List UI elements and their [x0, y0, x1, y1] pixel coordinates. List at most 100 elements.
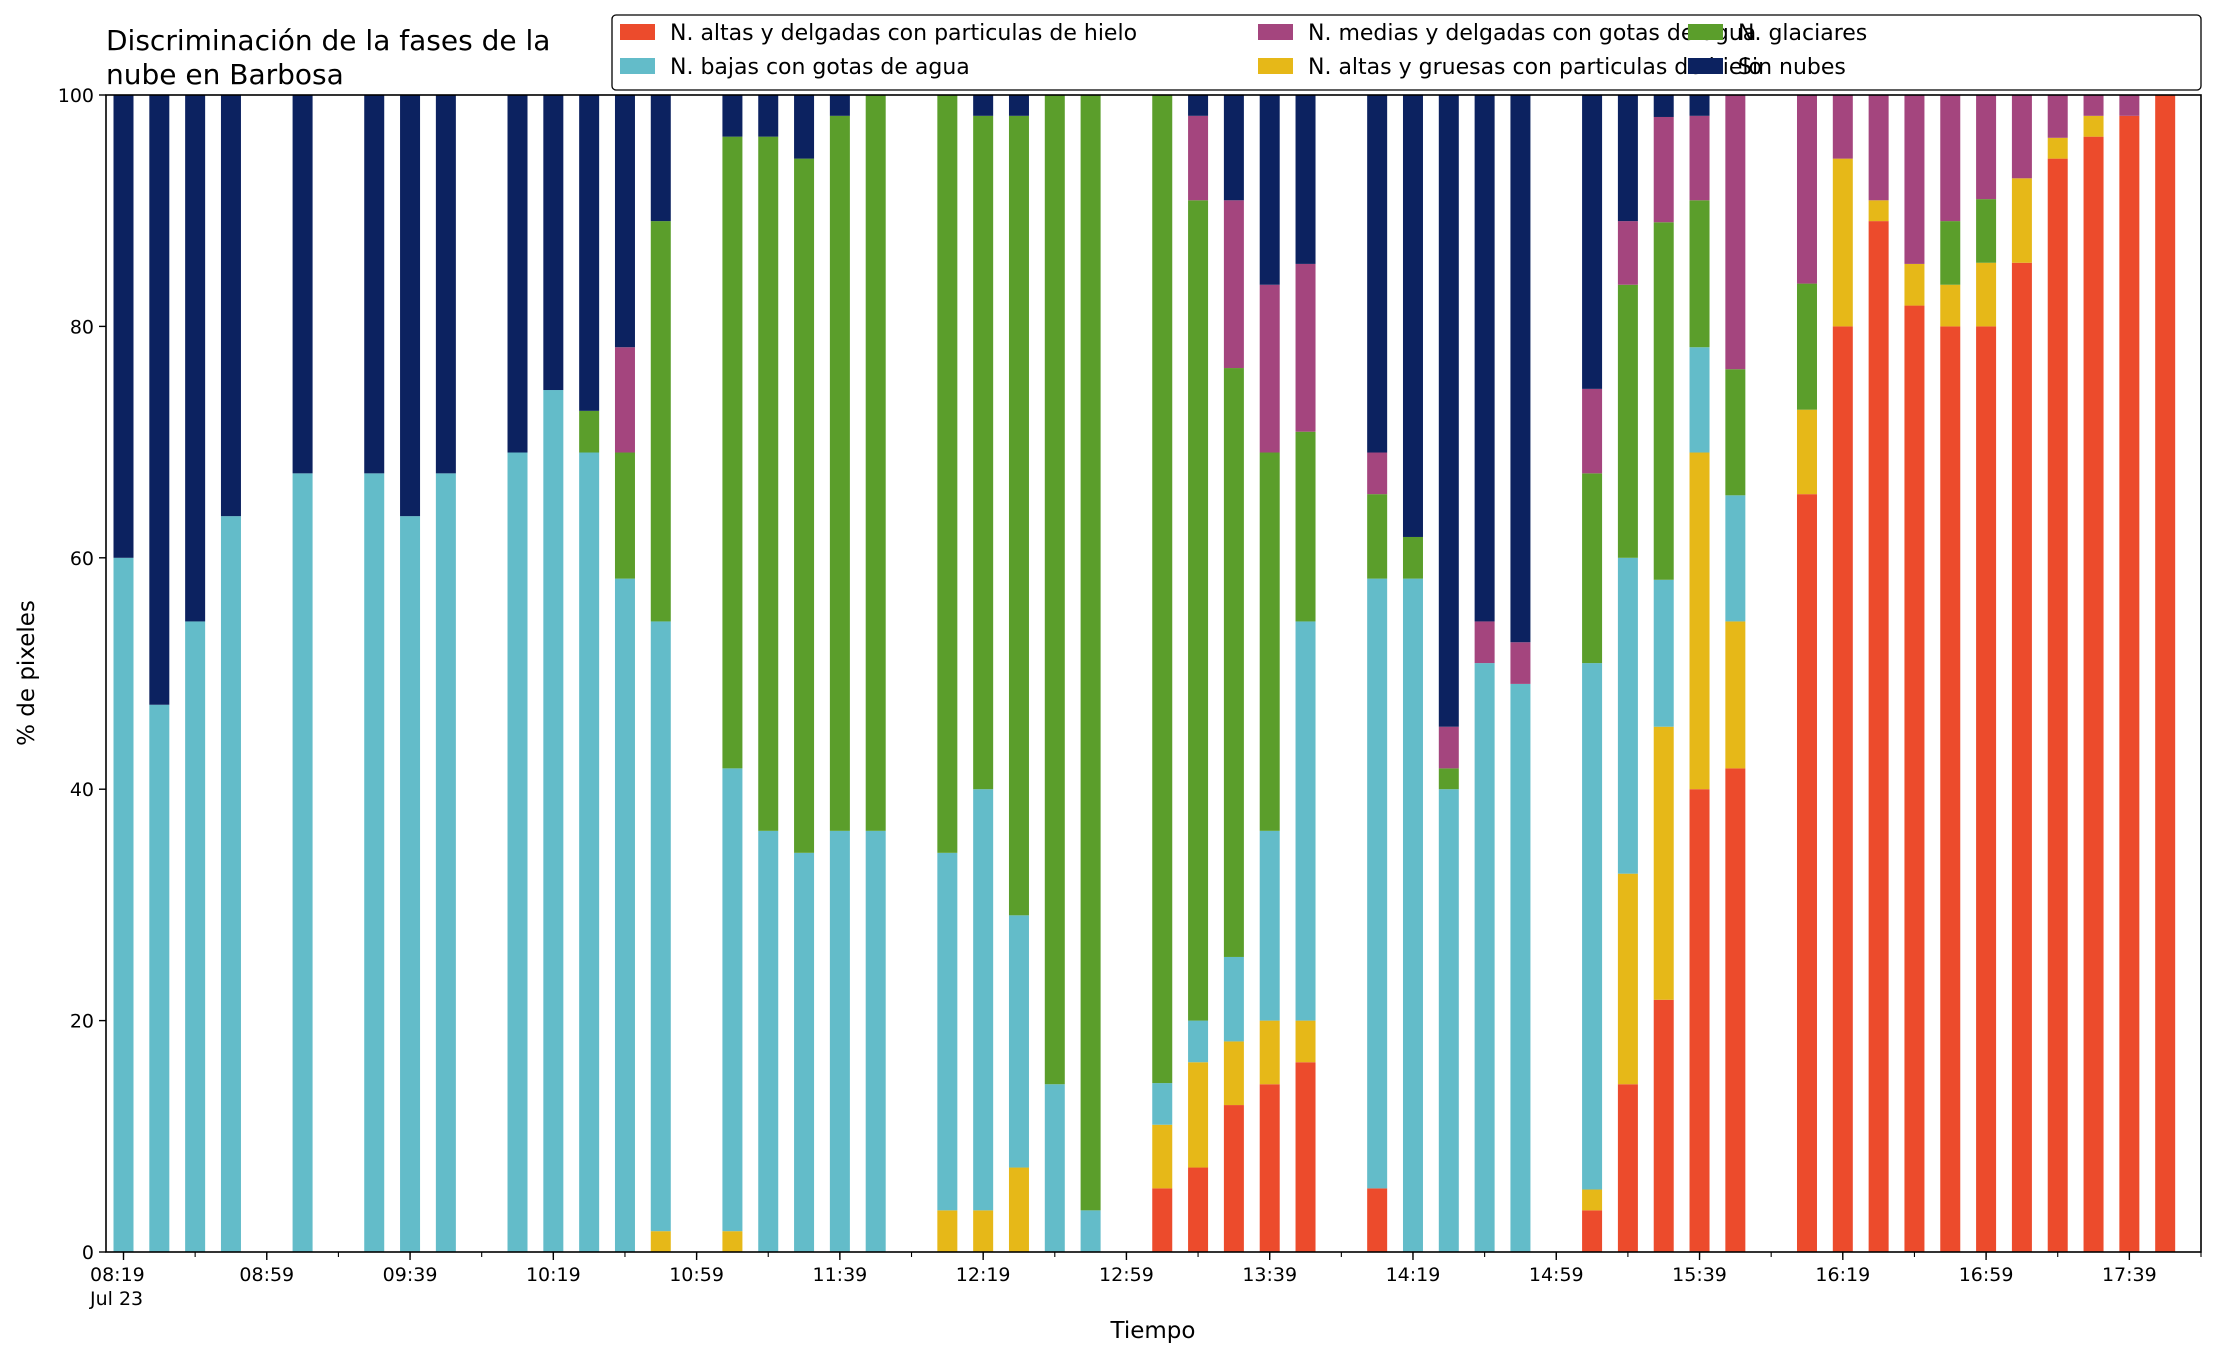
- bar-segment-md: [1474, 621, 1495, 664]
- x-tick-label: 12:19: [956, 1264, 1011, 1286]
- bar-stack-1749: [2155, 95, 2176, 1252]
- bar-segment-sn: [543, 95, 564, 391]
- bar-segment-gl: [1259, 452, 1280, 831]
- bar-segment-bg: [1259, 830, 1280, 1021]
- bar-segment-sn: [973, 95, 994, 116]
- bar-stack-1009: [507, 95, 528, 1252]
- x-axis-title: Tiempo: [1110, 1318, 1196, 1344]
- bar-segment-sn: [1223, 95, 1244, 201]
- bar-segment-ag: [1940, 284, 1961, 327]
- bar-segment-ag: [1689, 452, 1710, 790]
- bar-stack-1429: [1438, 95, 1459, 1252]
- bar-stack-1049: [650, 95, 671, 1252]
- bar-segment-md: [1689, 115, 1710, 201]
- bar-segment-sn: [1188, 95, 1209, 116]
- y-axis-title: % de pixeles: [14, 600, 40, 746]
- bar-segment-gl: [794, 158, 815, 853]
- bar-segment-bg: [1044, 1084, 1065, 1252]
- bar-segment-sn: [292, 95, 313, 474]
- bar-segment-md: [1367, 452, 1388, 495]
- bar-segment-bg: [364, 473, 385, 1253]
- bar-segment-bg: [1402, 578, 1423, 1252]
- bar-segment-bg: [865, 830, 886, 1252]
- bar-segment-sn: [220, 95, 241, 517]
- bar-segment-bg: [1653, 579, 1674, 727]
- bar-segment-gl: [1188, 200, 1209, 1021]
- bar-segment-sn: [1402, 95, 1423, 537]
- bar-segment-ag: [1188, 1062, 1209, 1168]
- bar-segment-ag: [1008, 1167, 1029, 1252]
- bar-segment-gl: [1438, 768, 1459, 790]
- x-tick-label: 11:39: [812, 1264, 867, 1286]
- bar-segment-gl: [973, 115, 994, 790]
- bar-segment-bg: [1438, 789, 1459, 1252]
- legend-swatch: [1258, 58, 1293, 74]
- bar-segment-sn: [722, 95, 743, 137]
- bar-segment-sn: [1582, 95, 1603, 389]
- x-tick-label: 13:39: [1242, 1264, 1297, 1286]
- bar-segment-bg: [794, 852, 815, 1252]
- bar-segment-gl: [1689, 200, 1710, 348]
- chart-title-line-1: Discriminación de la fases de la: [106, 24, 550, 57]
- bar-stack-1349: [1295, 95, 1316, 1252]
- y-axis: 0 20 40 60 80 100: [58, 85, 106, 1264]
- bar-segment-ah: [1725, 768, 1746, 1252]
- bar-segment-bg: [722, 768, 743, 1232]
- bar-segment-ag: [1617, 873, 1638, 1085]
- bar-stack-0819: [113, 95, 134, 1252]
- bar-stack-1209: [937, 95, 958, 1252]
- x-tick-label: 14:59: [1529, 1264, 1584, 1286]
- bar-stack-1439: [1474, 95, 1495, 1252]
- bar-segment-gl: [865, 95, 886, 831]
- chart-title-line-2: nube en Barbosa: [106, 58, 344, 91]
- bar-segment-bg: [973, 789, 994, 1211]
- bar-segment-gl: [1008, 115, 1029, 916]
- bar-segment-gl: [1295, 431, 1316, 622]
- bar-segment-sn: [758, 95, 779, 137]
- bar-segment-ag: [1653, 726, 1674, 1000]
- bar-segment-bg: [1152, 1083, 1173, 1125]
- plot-frame: [105, 94, 2202, 1253]
- legend-entry-ah: N. altas y delgadas con particulas de hi…: [620, 21, 1137, 46]
- bar-segment-ah: [2083, 136, 2104, 1252]
- bar-segment-bg: [220, 516, 241, 1252]
- bar-segment-bg: [113, 557, 134, 1252]
- bar-segment-gl: [1617, 284, 1638, 558]
- bar-segment-bg: [1295, 621, 1316, 1021]
- legend-entry-md: N. medias y delgadas con gotas de agua: [1258, 21, 1756, 46]
- bar-segment-md: [1796, 95, 1817, 284]
- legend-frame: [611, 14, 2202, 91]
- legend-label: N. altas y delgadas con particulas de hi…: [670, 21, 1137, 46]
- bar-segment-gl: [614, 452, 635, 579]
- bar-segment-gl: [1653, 222, 1674, 580]
- bar-stack-0929: [364, 95, 385, 1253]
- bar-segment-gl: [1223, 368, 1244, 957]
- bar-segment-ag: [1796, 409, 1817, 495]
- x-tick-label: 16:59: [1959, 1264, 2014, 1286]
- bar-segment-sn: [400, 95, 421, 517]
- bar-segment-bg: [614, 578, 635, 1252]
- bar-stack-1019: [543, 95, 564, 1252]
- bar-segment-ag: [2083, 115, 2104, 137]
- bar-stack-1409: [1367, 95, 1388, 1252]
- bar-stack-1419: [1402, 95, 1423, 1252]
- bar-segment-ah: [2119, 115, 2140, 1253]
- bar-segment-bg: [1080, 1210, 1101, 1252]
- bar-segment-sn: [185, 95, 206, 622]
- bar-segment-gl: [1940, 221, 1961, 285]
- bar-segment-ah: [1152, 1188, 1173, 1252]
- bar-stack-1449: [1510, 95, 1531, 1252]
- legend-entry-gl: N. glaciares: [1688, 21, 1867, 46]
- bar-segment-bg: [1223, 956, 1244, 1042]
- bar-segment-bg: [185, 621, 206, 1252]
- bar-stack-0949: [435, 95, 456, 1253]
- bar-segment-sn: [507, 95, 528, 453]
- bar-segment-gl: [1796, 283, 1817, 410]
- bar-stack-0829: [149, 95, 170, 1252]
- bar-segment-gl: [722, 136, 743, 769]
- bar-segment-ag: [937, 1210, 958, 1252]
- x-tick-date-label: Jul 23: [89, 1288, 143, 1310]
- bar-segment-bg: [1188, 1020, 1209, 1063]
- legend-swatch: [620, 24, 655, 40]
